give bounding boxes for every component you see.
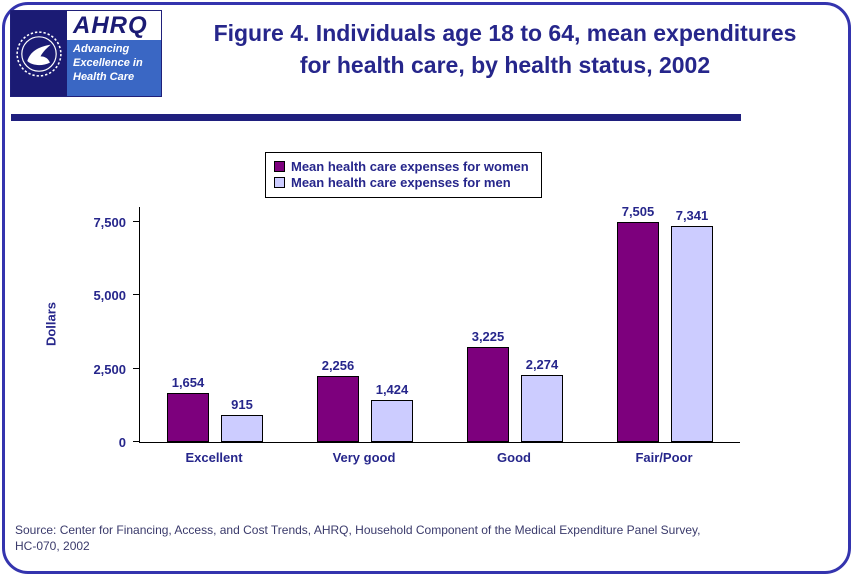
y-tick-mark (133, 441, 140, 442)
bar-women-very-good (317, 375, 359, 442)
source-note: Source: Center for Financing, Access, an… (15, 523, 700, 554)
y-tick-mark (133, 294, 140, 296)
bar-women-excellent (167, 393, 209, 442)
y-tick-label-5000: 5,000 (93, 288, 126, 304)
legend-label-men: Mean health care expenses for men (291, 175, 511, 190)
ahrq-tagline-line2: Excellence in (73, 56, 143, 69)
bar-value-label-women-very-good: 2,256 (321, 357, 355, 373)
ahrq-tagline-line3: Health Care (73, 70, 135, 83)
figure-title-line2: for health care, by health status, 2002 (299, 52, 711, 79)
bar-column-women-fair-poor: 7,505 (617, 204, 659, 442)
bar-men-very-good (371, 400, 413, 442)
y-tick-mark (133, 367, 140, 369)
y-tick-label-0: 0 (118, 435, 126, 450)
bar-value-label-men-good: 2,274 (525, 357, 559, 373)
bar-column-men-good: 2,274 (521, 357, 563, 442)
y-tick-label-7500: 7,500 (93, 214, 126, 230)
legend-swatch-men (274, 177, 285, 188)
bar-men-good (521, 375, 563, 442)
y-axis-title: Dollars (43, 301, 59, 347)
source-line2: HC-070, 2002 (15, 538, 90, 553)
bar-value-label-women-good: 3,225 (471, 329, 505, 345)
bar-group-very-good: 2,256 1,424 (290, 207, 440, 442)
bar-men-fair-poor (671, 226, 713, 442)
legend-swatch-women (274, 161, 285, 172)
bar-column-men-excellent: 915 (221, 397, 263, 442)
category-label-excellent: Excellent (185, 450, 243, 465)
category-label-very-good: Very good (332, 450, 396, 465)
bar-women-good (467, 347, 509, 442)
ahrq-tagline: Advancing Excellence in Health Care (67, 40, 161, 96)
category-label-fair-poor: Fair/Poor (635, 450, 693, 465)
bar-value-label-men-fair-poor: 7,341 (675, 208, 709, 224)
hhs-eagle-icon (16, 30, 62, 77)
bar-column-men-very-good: 1,424 (371, 382, 413, 442)
bar-value-label-women-fair-poor: 7,505 (621, 203, 655, 219)
ahrq-logo-text: AHRQ (73, 12, 148, 39)
hhs-seal-logo (11, 11, 67, 96)
ahrq-logo: AHRQ Advancing Excellence in Health Care (67, 11, 161, 96)
title-divider (11, 114, 741, 121)
bar-women-fair-poor (617, 221, 659, 442)
bar-column-men-fair-poor: 7,341 (671, 208, 713, 442)
bar-men-excellent (221, 415, 263, 442)
bar-value-label-men-very-good: 1,424 (375, 382, 409, 398)
y-tick-label-2500: 2,500 (93, 361, 126, 377)
bar-group-excellent: 1,654 915 (140, 207, 290, 442)
legend-label-women: Mean health care expenses for women (291, 159, 529, 174)
y-tick-mark (133, 220, 140, 222)
bar-column-women-good: 3,225 (467, 329, 509, 442)
plot-area: 1,654 915 2,256 1,424 3,225 2,274 7,505 7,341 (133, 204, 740, 443)
ahrq-tagline-line1: Advancing (73, 43, 130, 55)
legend-entry-men: Mean health care expenses for men (274, 175, 529, 190)
agency-logo: AHRQ Advancing Excellence in Health Care (10, 10, 162, 97)
figure-title: Figure 4. Individuals age 18 to 64, mean… (175, 17, 835, 81)
bar-column-women-very-good: 2,256 (317, 358, 359, 442)
bar-column-women-excellent: 1,654 (167, 375, 209, 442)
bar-value-label-women-excellent: 1,654 (171, 375, 205, 391)
legend-entry-women: Mean health care expenses for women (274, 159, 529, 174)
figure-title-line1: Figure 4. Individuals age 18 to 64, mean… (213, 20, 797, 46)
bar-group-good: 3,225 2,274 (440, 207, 590, 442)
category-label-good: Good (497, 450, 531, 465)
bar-value-label-men-excellent: 915 (231, 397, 253, 413)
bar-group-fair-poor: 7,505 7,341 (590, 204, 740, 442)
chart-legend: Mean health care expenses for women Mean … (265, 152, 542, 198)
y-axis-tick-labels: 0 2,500 5,000 7,500 (60, 207, 132, 450)
x-axis-category-labels: Excellent Very good Good Fair/Poor (139, 450, 739, 465)
source-line1: Source: Center for Financing, Access, an… (15, 523, 701, 537)
